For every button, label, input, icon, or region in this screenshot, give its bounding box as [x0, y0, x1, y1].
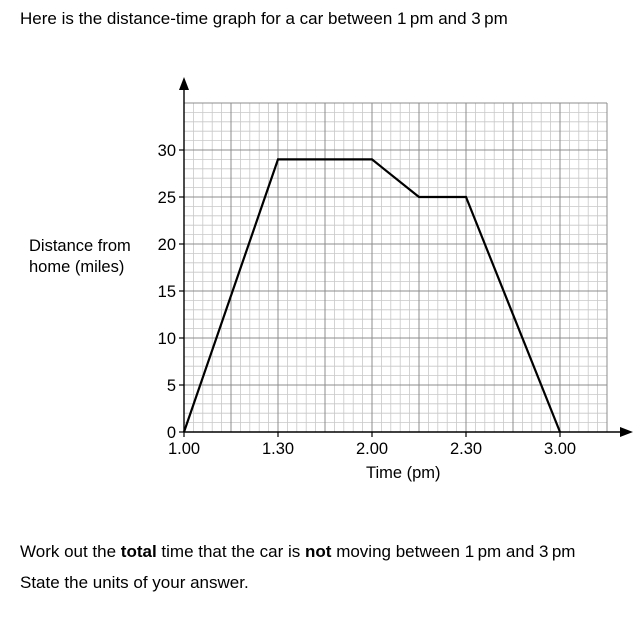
grid-minor-lines — [184, 103, 607, 432]
question-text-2: time that the car is — [156, 542, 306, 561]
intro-text: Here is the distance-time graph for a ca… — [20, 9, 508, 28]
y-axis-label: Distance from home (miles) — [29, 236, 131, 278]
y-tick-label: 15 — [158, 283, 176, 301]
series-layer — [182, 158, 562, 433]
question-text-3: moving between 1 pm and 3 pm — [331, 542, 576, 561]
x-axis-label: Time (pm) — [366, 464, 441, 482]
y-tick-label: 0 — [167, 424, 176, 442]
series-line — [182, 158, 562, 433]
y-tick-label: 20 — [158, 236, 176, 254]
y-tick-label: 10 — [158, 330, 176, 348]
question-bold-not: not — [305, 542, 332, 561]
question-line-2: State the units of your answer. — [20, 573, 249, 592]
question-block: Work out the total time that the car is … — [20, 536, 575, 598]
x-tick-label: 1.00 — [168, 440, 200, 458]
y-tick-label: 30 — [158, 142, 176, 160]
question-bold-total: total — [120, 542, 157, 561]
y-axis-label-line-2: home (miles) — [29, 258, 125, 276]
grid-major-lines — [183, 102, 608, 433]
tick-marks — [179, 149, 561, 437]
y-axis-arrow-icon — [179, 77, 189, 90]
x-tick-label: 2.00 — [356, 440, 388, 458]
y-axis-label-line-1: Distance from — [29, 237, 131, 255]
y-tick-label: 5 — [167, 377, 176, 395]
axes — [179, 77, 633, 437]
x-tick-label: 1.30 — [262, 440, 294, 458]
x-tick-label: 3.00 — [544, 440, 576, 458]
question-text-1: Work out the — [20, 542, 121, 561]
x-axis-arrow-icon — [620, 427, 633, 437]
y-tick-label: 25 — [158, 189, 176, 207]
tick-labels: 0 5 10 15 20 25 30 1.00 1.30 2.00 2.30 3.00 — [158, 142, 576, 458]
question-line-1: Work out the total time that the car is … — [20, 536, 575, 567]
x-tick-label: 2.30 — [450, 440, 482, 458]
